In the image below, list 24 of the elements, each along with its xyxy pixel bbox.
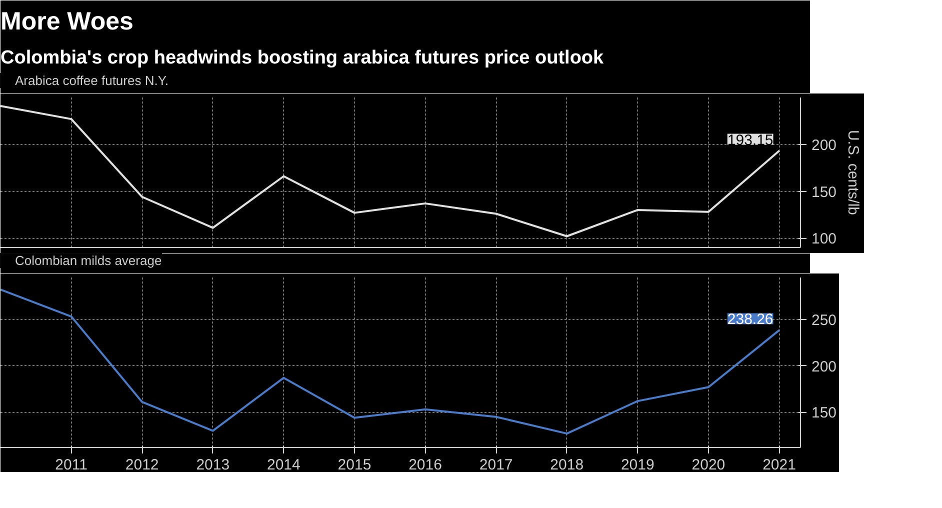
x-tick-label: 2019 [620,456,654,474]
series-label: Colombian milds average [15,253,162,268]
x-tick-label: 2014 [267,456,300,474]
data-label: 193.15 [727,132,774,149]
y-tick-label: 150 [812,184,837,201]
data-label: 238.26 [727,311,774,328]
y-tick-label: 150 [812,404,837,422]
y-tick-label: 200 [812,358,837,376]
chart-subtitle: Colombia's crop headwinds boosting arabica futures price outlook [0,48,604,68]
y-axis-title: U.S. cents/lb [844,130,862,216]
x-tick-label: 2018 [550,456,584,474]
x-tick-label: 2016 [408,456,442,474]
y-tick-label: 250 [812,312,837,329]
x-tick-label: 2012 [125,456,159,474]
y-tick-label: 100 [812,230,837,248]
x-tick-label: 2013 [196,456,230,474]
x-tick-label: 2011 [55,456,88,474]
x-tick-label: 2021 [762,456,796,474]
x-tick-label: 2017 [479,456,513,474]
series-label: Arabica coffee futures N.Y. [15,73,168,88]
y-tick-label: 200 [812,136,837,154]
chart-title: More Woes [0,8,134,36]
x-tick-label: 2015 [338,456,372,474]
x-tick-label: 2020 [692,456,726,474]
